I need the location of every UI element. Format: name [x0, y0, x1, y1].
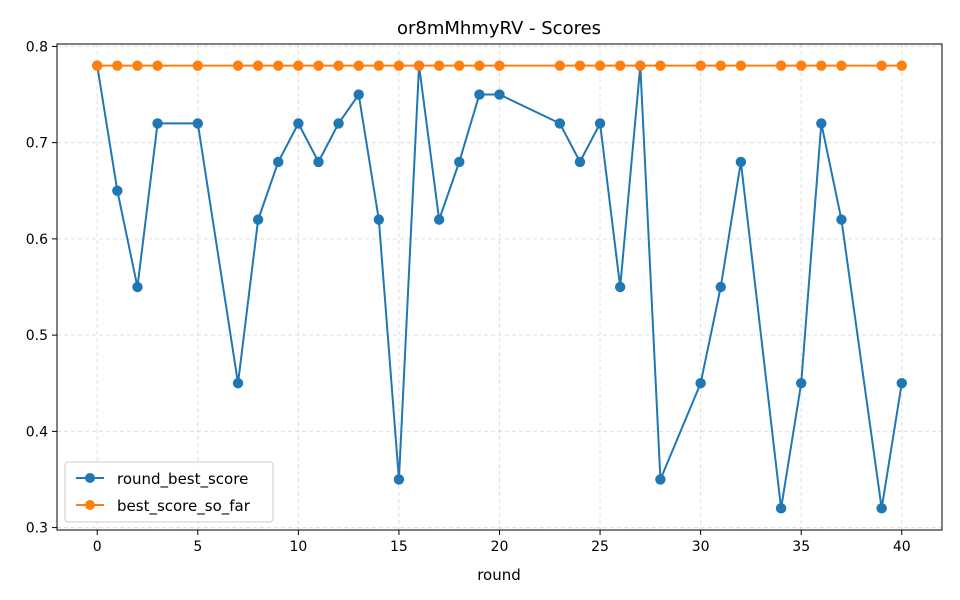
- data-point-round-best-score: [393, 474, 405, 485]
- data-point-round-best-score: [816, 118, 827, 129]
- data-point-best-score-so-far: [474, 60, 485, 71]
- legend-marker-round-best-score: [85, 473, 95, 483]
- data-point-best-score-so-far: [313, 60, 324, 71]
- data-point-round-best-score: [494, 89, 505, 100]
- data-point-round-best-score: [735, 156, 747, 168]
- data-point-best-score-so-far: [554, 60, 566, 71]
- data-point-best-score-so-far: [132, 60, 143, 71]
- data-point-round-best-score: [474, 89, 485, 100]
- data-point-round-best-score: [152, 118, 163, 129]
- x-tick-label: 30: [692, 539, 710, 555]
- data-point-round-best-score: [715, 281, 726, 293]
- data-point-best-score-so-far: [594, 60, 606, 71]
- data-point-best-score-so-far: [232, 60, 244, 71]
- y-tick-label: 0.6: [26, 232, 48, 248]
- legend: round_best_score best_score_so_far: [64, 461, 274, 523]
- data-point-best-score-so-far: [836, 60, 847, 71]
- x-tick-label: 40: [893, 539, 911, 555]
- x-tick-label: 35: [792, 539, 810, 555]
- data-point-round-best-score: [252, 214, 264, 225]
- data-point-best-score-so-far: [433, 60, 445, 71]
- data-point-round-best-score: [232, 378, 244, 389]
- data-point-round-best-score: [192, 118, 203, 129]
- data-point-round-best-score: [454, 156, 465, 168]
- data-point-best-score-so-far: [715, 60, 726, 71]
- data-point-best-score-so-far: [252, 60, 264, 71]
- legend-label-round-best-score: round_best_score: [117, 470, 248, 489]
- data-point-best-score-so-far: [655, 60, 666, 71]
- data-point-best-score-so-far: [775, 60, 787, 71]
- series-line-round-best-score: [96, 64, 903, 510]
- data-point-best-score-so-far: [353, 60, 364, 71]
- data-point-best-score-so-far: [876, 60, 887, 71]
- data-point-best-score-so-far: [735, 60, 747, 71]
- data-point-round-best-score: [132, 281, 143, 293]
- data-point-round-best-score: [353, 89, 364, 100]
- data-point-round-best-score: [373, 214, 385, 225]
- data-point-round-best-score: [775, 503, 787, 514]
- x-tick-label: 0: [93, 539, 102, 555]
- data-point-best-score-so-far: [373, 60, 385, 71]
- data-point-round-best-score: [614, 281, 626, 293]
- data-point-best-score-so-far: [635, 60, 646, 71]
- data-point-best-score-so-far: [816, 60, 827, 71]
- y-tick-label: 0.7: [26, 136, 48, 152]
- data-point-best-score-so-far: [333, 60, 344, 71]
- data-point-round-best-score: [695, 378, 706, 389]
- data-point-round-best-score: [273, 156, 284, 168]
- data-point-best-score-so-far: [112, 60, 123, 71]
- legend-frame: [64, 461, 274, 523]
- data-point-round-best-score: [313, 156, 324, 168]
- x-tick-label: 10: [289, 539, 307, 555]
- data-point-round-best-score: [293, 118, 304, 129]
- legend-item-round-best-score: round_best_score: [76, 470, 248, 489]
- chart-title: or8mMhmyRV - Scores: [397, 18, 601, 39]
- data-point-best-score-so-far: [293, 60, 304, 71]
- data-point-round-best-score: [554, 118, 566, 129]
- series-layer: [92, 60, 907, 514]
- data-point-best-score-so-far: [574, 60, 586, 71]
- x-axis-title: round: [477, 566, 521, 584]
- y-tick-label: 0.5: [26, 328, 48, 344]
- data-point-best-score-so-far: [896, 60, 907, 71]
- data-point-best-score-so-far: [393, 60, 405, 71]
- data-point-best-score-so-far: [454, 60, 465, 71]
- data-point-best-score-so-far: [695, 60, 706, 71]
- grid-layer: [57, 44, 942, 530]
- data-point-best-score-so-far: [273, 60, 284, 71]
- legend-label-best-score-so-far: best_score_so_far: [117, 497, 251, 516]
- y-tick-label: 0.4: [26, 424, 48, 440]
- data-point-round-best-score: [594, 118, 606, 129]
- x-tick-label: 25: [591, 539, 609, 555]
- x-tick-label: 15: [390, 539, 408, 555]
- ticks-layer: 0 5 10 15 20 25 30 35 40 0.3 0.4 0.5 0.6 0.7 0.8: [26, 39, 911, 555]
- legend-marker-best-score-so-far: [85, 500, 95, 510]
- data-point-round-best-score: [836, 214, 847, 225]
- data-point-round-best-score: [574, 156, 586, 168]
- x-tick-label: 5: [193, 539, 202, 555]
- data-point-best-score-so-far: [413, 60, 425, 71]
- data-point-best-score-so-far: [796, 60, 807, 71]
- data-point-best-score-so-far: [494, 60, 505, 71]
- data-point-best-score-so-far: [92, 60, 103, 71]
- y-tick-label: 0.3: [26, 521, 48, 537]
- data-point-round-best-score: [655, 474, 666, 485]
- data-point-round-best-score: [876, 503, 887, 514]
- data-point-round-best-score: [896, 378, 907, 389]
- data-point-round-best-score: [112, 185, 123, 196]
- y-tick-label: 0.8: [26, 39, 48, 55]
- legend-item-best-score-so-far: best_score_so_far: [76, 497, 251, 516]
- data-point-best-score-so-far: [614, 60, 626, 71]
- data-point-round-best-score: [433, 214, 445, 225]
- x-tick-label: 20: [491, 539, 509, 555]
- data-point-best-score-so-far: [152, 60, 163, 71]
- data-point-round-best-score: [333, 118, 344, 129]
- data-point-best-score-so-far: [192, 60, 203, 71]
- data-point-round-best-score: [796, 378, 807, 389]
